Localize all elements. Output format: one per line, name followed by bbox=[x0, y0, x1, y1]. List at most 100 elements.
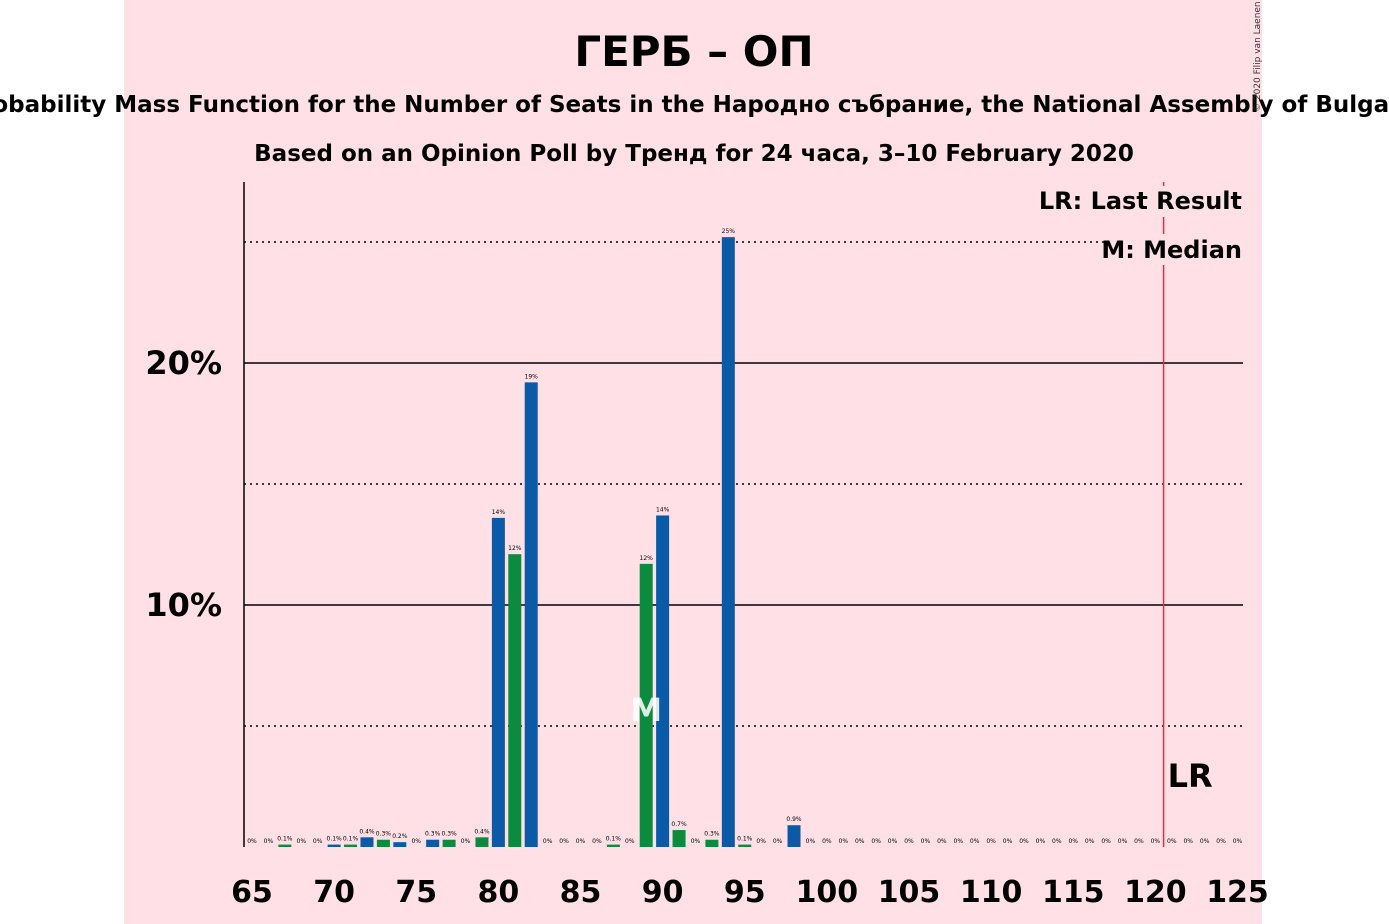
legend-median: M: Median bbox=[1101, 236, 1242, 264]
bar bbox=[721, 237, 735, 847]
copyright-note: © 2020 Filip van Laenen bbox=[1253, 1, 1263, 112]
bar-value-label: 0% bbox=[888, 838, 898, 845]
bar-value-label: 25% bbox=[722, 228, 736, 235]
bars bbox=[278, 237, 801, 847]
legend-last-result: LR: Last Result bbox=[1039, 187, 1242, 215]
x-tick-label: 110 bbox=[960, 875, 1023, 910]
x-tick-label: 105 bbox=[878, 875, 941, 910]
legend-background bbox=[1106, 234, 1246, 265]
bar-value-label: 0% bbox=[1216, 838, 1226, 845]
bar-value-label: 0% bbox=[839, 838, 849, 845]
bar bbox=[393, 842, 407, 847]
x-tick-label: 80 bbox=[478, 875, 520, 910]
bar bbox=[524, 382, 538, 847]
bar bbox=[475, 837, 489, 847]
bar-value-label: 0% bbox=[921, 838, 931, 845]
bar-value-label: 0.1% bbox=[327, 836, 343, 843]
gridlines bbox=[244, 241, 1243, 727]
last-result-marker: LR bbox=[1168, 757, 1213, 795]
bar bbox=[278, 844, 292, 847]
x-tick-label: 95 bbox=[724, 875, 766, 910]
x-tick-label: 85 bbox=[560, 875, 602, 910]
x-tick-label: 65 bbox=[231, 875, 273, 910]
bar bbox=[639, 563, 653, 847]
bar-value-label: 0.1% bbox=[606, 836, 622, 843]
chart-title: ГЕРБ – ОП bbox=[574, 27, 813, 76]
bar-value-label: 14% bbox=[492, 509, 506, 516]
bar-value-label: 0% bbox=[904, 838, 914, 845]
bar-value-label: 0% bbox=[247, 838, 257, 845]
bar-value-label: 0.9% bbox=[786, 816, 802, 823]
bar-value-label: 0% bbox=[756, 838, 766, 845]
x-tick-label: 125 bbox=[1206, 875, 1269, 910]
bar-value-label: 0% bbox=[806, 838, 816, 845]
bar bbox=[360, 837, 374, 847]
bar-value-label: 0% bbox=[1052, 838, 1062, 845]
bar bbox=[787, 825, 801, 847]
chart-background bbox=[124, 0, 1262, 924]
bar-value-label: 0.3% bbox=[425, 831, 441, 838]
bar bbox=[606, 844, 620, 847]
bar-value-label: 0% bbox=[461, 838, 471, 845]
bar-value-label: 19% bbox=[525, 373, 539, 380]
x-tick-label: 100 bbox=[796, 875, 859, 910]
x-tick-labels: 65 70 75 80 85 90 95 100 105 110 115 120 125 bbox=[231, 875, 1269, 910]
bar-value-label: 12% bbox=[640, 555, 654, 562]
chart-subtitle: Probability Mass Function for the Number… bbox=[0, 92, 1389, 118]
bar-value-label: 0% bbox=[411, 838, 421, 845]
bar-value-label: 0% bbox=[986, 838, 996, 845]
bar-value-label: 0% bbox=[543, 838, 553, 845]
bar-value-label: 0% bbox=[297, 838, 307, 845]
bar-value-label: 0% bbox=[1134, 838, 1144, 845]
x-tick-label: 70 bbox=[313, 875, 355, 910]
bar-value-label: 12% bbox=[508, 545, 522, 552]
bar-value-label: 0% bbox=[592, 838, 602, 845]
bar-value-label: 0.7% bbox=[671, 821, 687, 828]
bar-value-label: 0% bbox=[1003, 838, 1013, 845]
bar-value-label: 0% bbox=[1183, 838, 1193, 845]
bar bbox=[672, 830, 686, 847]
bar bbox=[442, 839, 456, 847]
bar-value-label: 0% bbox=[313, 838, 323, 845]
bar-value-label: 0% bbox=[1200, 838, 1210, 845]
bar-value-label: 0% bbox=[954, 838, 964, 845]
bar-value-label: 0.4% bbox=[359, 828, 375, 835]
bar-value-label: 0% bbox=[937, 838, 947, 845]
bar-value-label: 0% bbox=[264, 838, 274, 845]
bar bbox=[327, 844, 341, 847]
bar-data-labels: 0% 0% 0.1% 0% 0% 0.1% 0.1%0.4% 0.3% 0.2%0%0.3% 0.… bbox=[247, 228, 1242, 845]
bar bbox=[426, 839, 440, 847]
y-tick-label: 10% bbox=[145, 586, 222, 624]
bar-value-label: 0.3% bbox=[376, 831, 392, 838]
bar bbox=[656, 515, 670, 847]
x-tick-label: 115 bbox=[1042, 875, 1105, 910]
bar-value-label: 0% bbox=[1019, 838, 1029, 845]
bar-value-label: 0% bbox=[1233, 838, 1243, 845]
bar-value-label: 0.1% bbox=[737, 836, 753, 843]
x-tick-label: 75 bbox=[395, 875, 437, 910]
median-marker: M bbox=[630, 691, 662, 729]
bar-value-label: 0% bbox=[576, 838, 586, 845]
bar bbox=[376, 839, 390, 847]
bar bbox=[344, 844, 358, 847]
bar-value-label: 0% bbox=[625, 838, 635, 845]
bar-value-label: 0% bbox=[691, 838, 701, 845]
bar-value-label: 0% bbox=[559, 838, 569, 845]
bar-value-label: 0.1% bbox=[277, 836, 293, 843]
y-tick-labels: 10% 20% bbox=[145, 344, 222, 624]
bar-value-label: 0.3% bbox=[704, 831, 720, 838]
bar-value-label: 0% bbox=[1068, 838, 1078, 845]
bar-value-label: 0% bbox=[1167, 838, 1177, 845]
bar-value-label: 0.4% bbox=[474, 828, 490, 835]
bar-value-label: 0.2% bbox=[392, 833, 408, 840]
bar-value-label: 14% bbox=[656, 506, 670, 513]
bar bbox=[508, 554, 522, 847]
chart-subtitle-2: Based on an Opinion Poll by Тренд for 24… bbox=[254, 141, 1134, 167]
x-tick-label: 120 bbox=[1124, 875, 1187, 910]
bar-value-label: 0% bbox=[773, 838, 783, 845]
bar bbox=[491, 517, 505, 847]
bar-value-label: 0% bbox=[871, 838, 881, 845]
x-tick-label: 90 bbox=[642, 875, 684, 910]
bar-value-label: 0% bbox=[1151, 838, 1161, 845]
